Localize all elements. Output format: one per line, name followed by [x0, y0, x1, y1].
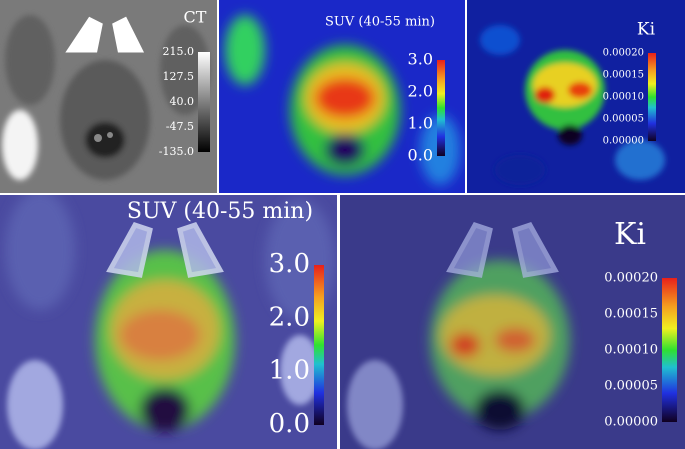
- colorbar-tick-label: 1.0: [269, 356, 310, 386]
- colorbar-tick-label: 0.0: [269, 409, 310, 439]
- colorbar-tick-label: -135.0: [159, 145, 194, 158]
- colorbar-tick-label: 2.0: [269, 302, 310, 332]
- colorbar-tick-label: 0.00015: [604, 307, 658, 322]
- ct-image: [0, 0, 217, 193]
- colorbar-tick-label: 0.00000: [603, 136, 644, 147]
- panel-title: Ki: [637, 20, 656, 40]
- colorbar-tick-label: 0.0: [408, 146, 433, 165]
- colorbar: [198, 52, 210, 152]
- colorbar: [437, 60, 445, 156]
- colorbar-tick-label: 3.0: [269, 249, 310, 279]
- colorbar-tick-label: 215.0: [163, 45, 195, 58]
- colorbar-tick-label: 3.0: [408, 50, 433, 69]
- fused-suv-image: [0, 195, 337, 449]
- fused-ki-image: [340, 195, 685, 449]
- colorbar-tick-label: 0.00005: [604, 379, 658, 394]
- colorbar-tick-label: 0.00015: [603, 70, 644, 81]
- colorbar-tick-label: 0.00010: [604, 343, 658, 358]
- panel-title: SUV (40-55 min): [325, 15, 435, 30]
- annotations: CT 215.0 127.5 40.0 -47.5 -135.0 SUV (40-55 mi…: [127, 8, 677, 439]
- panel-title: SUV (40-55 min): [127, 199, 313, 224]
- colorbar-tick-label: 1.0: [408, 114, 433, 133]
- panel-title: Ki: [614, 217, 646, 252]
- colorbar-tick-label: 0.00000: [604, 415, 658, 430]
- colorbar-tick-label: 127.5: [163, 70, 195, 83]
- colorbar-tick-label: -47.5: [166, 120, 194, 133]
- colorbar: [648, 53, 656, 141]
- colorbar-tick-label: 0.00005: [603, 114, 644, 125]
- colorbar-tick-label: 0.00020: [603, 48, 644, 59]
- colorbar: [314, 265, 324, 425]
- panel-title: CT: [184, 8, 207, 27]
- colorbar-tick-label: 2.0: [408, 82, 433, 101]
- colorbar: [662, 278, 677, 422]
- colorbar-tick-label: 0.00010: [603, 92, 644, 103]
- colorbar-tick-label: 0.00020: [604, 271, 658, 286]
- colorbar-tick-label: 40.0: [170, 95, 195, 108]
